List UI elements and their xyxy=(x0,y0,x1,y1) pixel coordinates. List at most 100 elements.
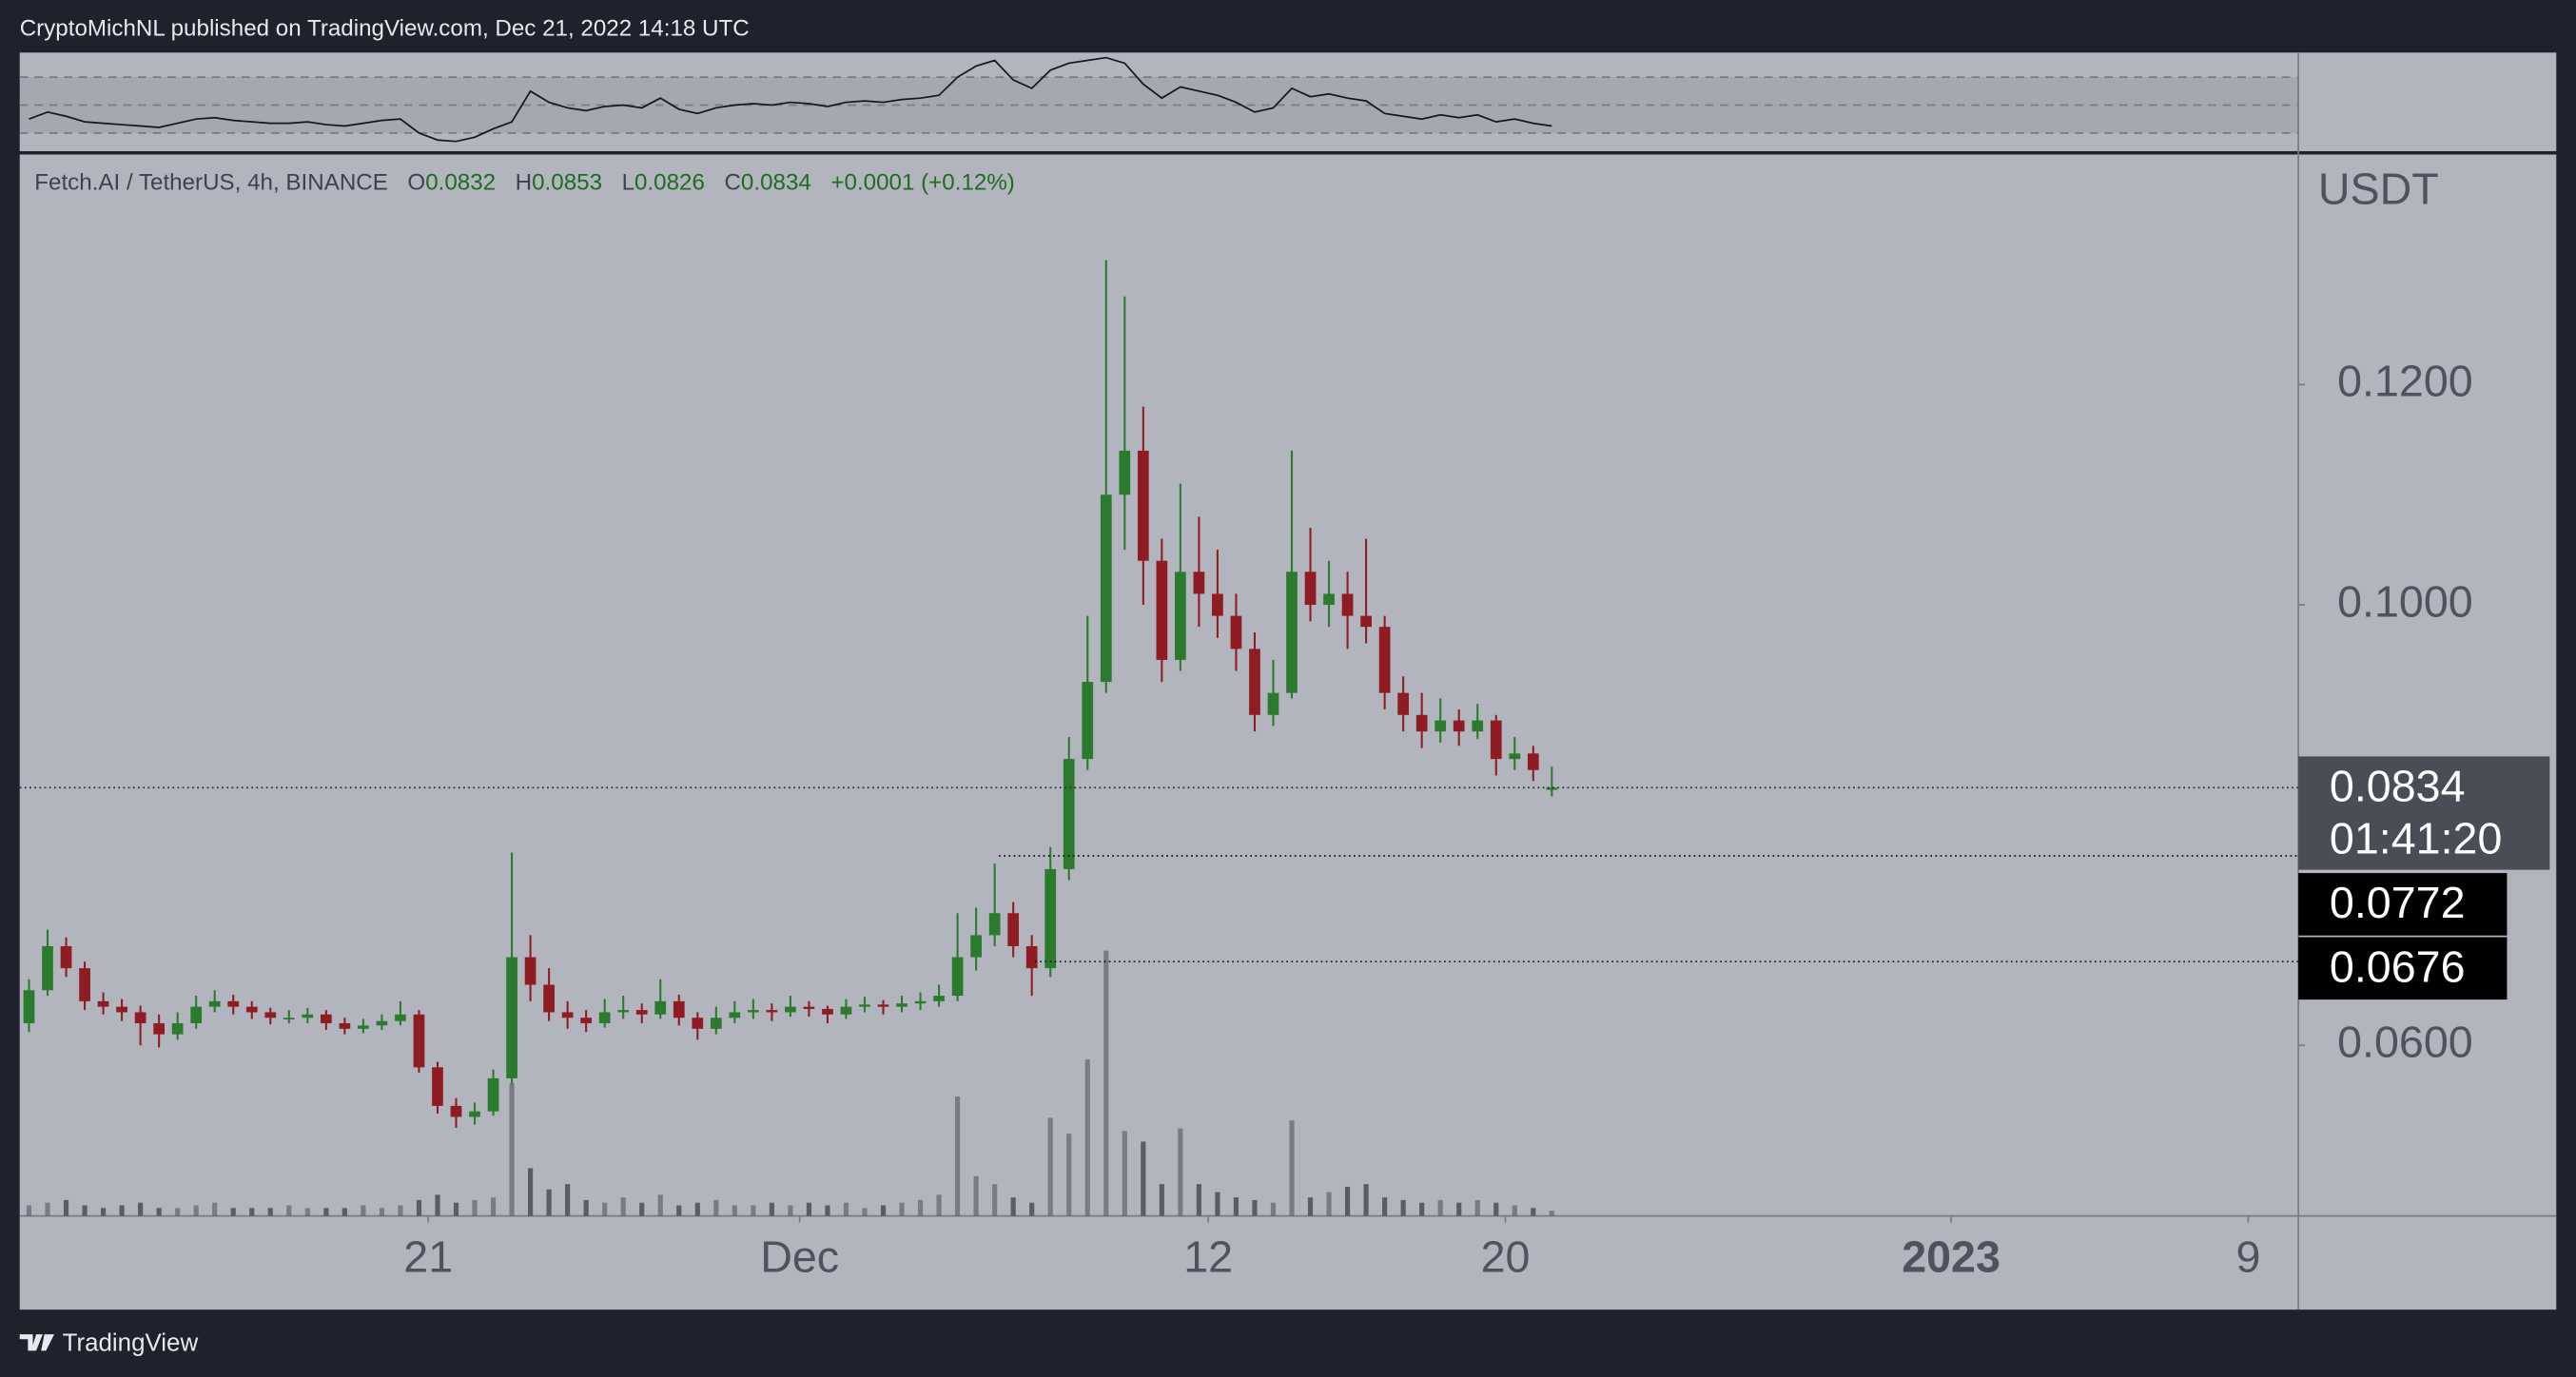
volume-bar xyxy=(955,1096,961,1216)
volume-bar xyxy=(1307,1197,1314,1216)
candle-body xyxy=(208,1000,221,1007)
volume-bar xyxy=(267,1208,273,1216)
candle-body xyxy=(840,1006,852,1015)
volume-bar xyxy=(193,1205,199,1216)
candle-body xyxy=(171,1023,184,1035)
volume-bar xyxy=(1159,1184,1164,1216)
volume-bar xyxy=(1122,1131,1127,1216)
volume-bar xyxy=(286,1205,292,1216)
candle-body xyxy=(283,1018,295,1019)
x-tick-label: 9 xyxy=(2235,1232,2260,1282)
volume-bar xyxy=(546,1189,552,1216)
volume-bar xyxy=(1270,1202,1277,1216)
candle-body xyxy=(23,990,35,1024)
volume-bar xyxy=(1419,1202,1425,1216)
candle-body xyxy=(748,1010,759,1013)
o-label: O xyxy=(407,170,425,196)
main-pane xyxy=(19,154,2557,1310)
last-price-label: 0.0834 xyxy=(2330,761,2466,810)
level-box xyxy=(2298,937,2508,1000)
volume-bar xyxy=(323,1208,329,1216)
volume-bar xyxy=(26,1205,32,1216)
candle-body xyxy=(673,1000,685,1018)
volume-bar xyxy=(1400,1199,1406,1216)
volume-bar xyxy=(1029,1202,1035,1216)
candle-body xyxy=(822,1008,833,1015)
volume-bar xyxy=(138,1202,144,1216)
candle-body xyxy=(302,1014,314,1018)
candle-body xyxy=(190,1006,203,1024)
volume-bar xyxy=(212,1202,218,1216)
volume-bar xyxy=(917,1199,924,1216)
volume-bar xyxy=(249,1208,255,1216)
brand: TradingView xyxy=(63,1329,199,1356)
candle-body xyxy=(970,935,982,958)
y-tick-label: 0.1200 xyxy=(2337,357,2473,406)
x-tick-label: Dec xyxy=(760,1232,839,1282)
candle-body xyxy=(134,1012,146,1024)
candle-body xyxy=(766,1010,778,1013)
volume-bar xyxy=(899,1202,905,1216)
candle-body xyxy=(1100,495,1112,683)
volume-bar xyxy=(528,1168,534,1216)
candle-body xyxy=(598,1012,611,1024)
volume-bar xyxy=(788,1205,793,1216)
candle-body xyxy=(1175,572,1186,660)
volume-bar xyxy=(657,1194,663,1216)
candle-body xyxy=(450,1105,462,1117)
rsi-line xyxy=(29,56,1552,143)
volume-bar xyxy=(602,1202,608,1216)
volume-bar xyxy=(620,1197,626,1216)
candle-body xyxy=(1007,913,1020,946)
volume-bar xyxy=(1252,1199,1258,1216)
candle-body xyxy=(803,1006,815,1009)
volume-bar xyxy=(230,1208,236,1216)
candle-body xyxy=(395,1014,406,1021)
volume-bar xyxy=(713,1199,719,1216)
l-label: L xyxy=(622,170,634,196)
volume-bar xyxy=(1549,1211,1554,1216)
volume-bar xyxy=(694,1202,700,1216)
candle-body xyxy=(1397,692,1410,715)
volume-bar xyxy=(1326,1192,1332,1216)
volume-bar xyxy=(490,1197,497,1216)
volume-bar xyxy=(45,1202,50,1216)
x-tick-label: 21 xyxy=(403,1232,453,1282)
volume-bar xyxy=(676,1205,682,1216)
volume-bar xyxy=(435,1194,440,1216)
volume-bar xyxy=(1084,1059,1090,1216)
candle-body xyxy=(506,957,517,1078)
candle-body xyxy=(1434,720,1447,732)
level-label: 0.0772 xyxy=(2330,878,2466,927)
candle-body xyxy=(1267,692,1279,715)
currency: USDT xyxy=(2318,164,2439,213)
volume-bar xyxy=(825,1205,830,1216)
candle-body xyxy=(951,957,964,997)
volume-bar xyxy=(583,1199,589,1216)
candle-body xyxy=(617,1010,630,1013)
volume-bar xyxy=(1141,1141,1146,1216)
candle-body xyxy=(1082,682,1094,760)
last-price-box xyxy=(2298,756,2550,870)
volume-bar xyxy=(1493,1202,1499,1216)
candle-body xyxy=(1360,615,1372,628)
volume-bar xyxy=(1363,1184,1369,1216)
volume-bar xyxy=(639,1202,645,1216)
candle-body xyxy=(1304,572,1317,606)
candle-body xyxy=(988,913,1001,936)
candle-body xyxy=(1341,593,1354,616)
volume-bar xyxy=(1047,1117,1053,1216)
candle-body xyxy=(1063,759,1075,869)
candle-body xyxy=(320,1014,332,1024)
candle-body xyxy=(358,1025,369,1029)
candle-body xyxy=(264,1012,277,1018)
volume-bar xyxy=(732,1205,737,1216)
candle-body xyxy=(1025,945,1038,969)
candle-body xyxy=(710,1018,722,1029)
volume-bar xyxy=(82,1205,88,1216)
candle-body xyxy=(469,1111,480,1117)
volume-bar xyxy=(565,1184,571,1216)
candle-body xyxy=(227,1000,240,1007)
h-label: H xyxy=(516,170,532,196)
